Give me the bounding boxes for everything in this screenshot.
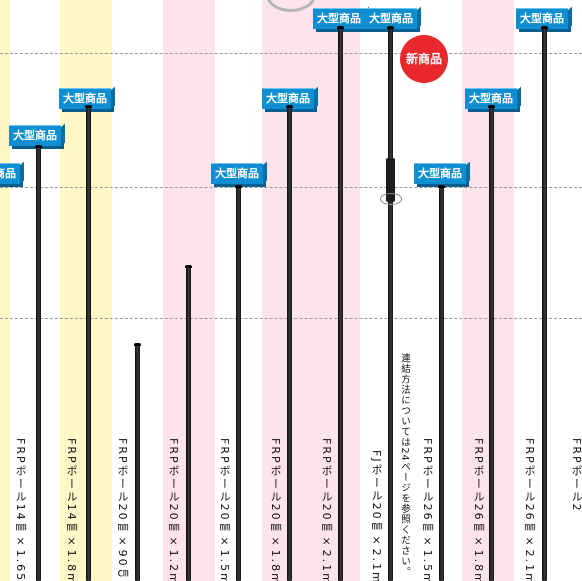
pole-label: FRPポール26㎜×1.5m (421, 438, 434, 581)
pole-label: FRPポール20㎜×2.1m (320, 438, 333, 581)
new-product-badge: 新商品 (400, 35, 448, 83)
large-item-badge: 大型商品 (59, 88, 111, 109)
pole (185, 265, 192, 581)
pole (387, 26, 394, 581)
pole-label: FRPポール20㎜×1.5m (218, 438, 231, 581)
pole-label: FRPポール26㎜×1.8m (472, 438, 485, 581)
large-item-badge: 大型商品 (414, 163, 466, 184)
pole-label: FRPポール26㎜×2.1m (523, 438, 536, 581)
large-item-badge: 大型商品 (365, 8, 417, 29)
pole (488, 105, 495, 581)
pole-label: FRPポール2 (570, 438, 582, 513)
pole-label: FRPポール20㎜×1.2m (167, 438, 180, 581)
large-item-badge: 大型商品 (516, 8, 568, 29)
pole (134, 343, 141, 581)
connection-note: 連結方法については24ページを参照ください。 (399, 353, 410, 578)
pole-ring (380, 193, 402, 205)
large-item-badge: 大型商品 (211, 163, 263, 184)
large-item-badge: 大型商品 (0, 163, 20, 184)
large-item-badge: 大型商品 (465, 88, 517, 109)
pole (235, 185, 242, 581)
pole-joint (386, 158, 395, 202)
pole (541, 26, 548, 581)
height-guide (0, 53, 582, 54)
pole (337, 26, 344, 581)
pole-label: FRPポール20㎜×90㎝ (116, 438, 129, 581)
pole (438, 185, 445, 581)
pole-label: FJポール20㎜×2.1m (370, 450, 383, 581)
pole (85, 105, 92, 581)
pole-label: FRPポール20㎜×1.8m (269, 438, 282, 581)
band-yellow-1 (0, 0, 10, 581)
large-item-badge: 大型商品 (262, 88, 314, 109)
pole-label: FRPポール14㎜×1.8m (65, 438, 78, 581)
pole (35, 145, 42, 581)
large-item-badge: 大型商品 (313, 8, 365, 29)
pole-label: FRPポール14㎜×1.65 (14, 438, 27, 581)
pole (286, 105, 293, 581)
large-item-badge: 大型商品 (9, 125, 61, 146)
